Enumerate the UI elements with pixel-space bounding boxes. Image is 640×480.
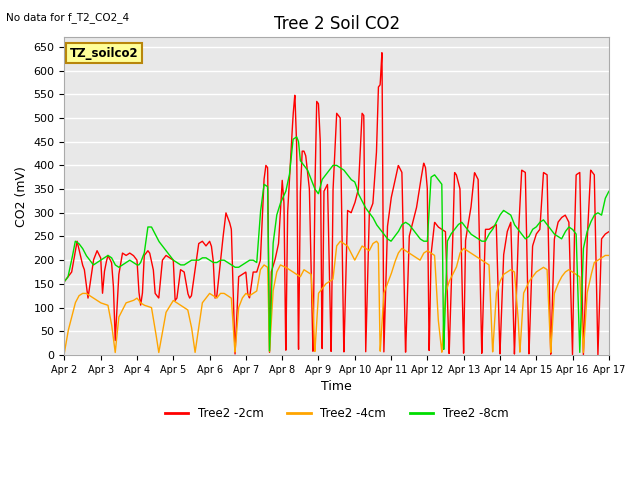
Tree2 -4cm — [61, 350, 68, 356]
Line: Tree2 -4cm: Tree2 -4cm — [65, 241, 609, 353]
Tree2 -2cm — [177, 267, 185, 273]
Tree2 -2cm — [605, 229, 612, 235]
Line: Tree2 -2cm: Tree2 -2cm — [65, 53, 609, 355]
Legend: Tree2 -2cm, Tree2 -4cm, Tree2 -8cm: Tree2 -2cm, Tree2 -4cm, Tree2 -8cm — [160, 402, 513, 425]
Tree2 -2cm — [378, 50, 386, 56]
Tree2 -4cm — [554, 283, 561, 289]
Line: Tree2 -8cm: Tree2 -8cm — [65, 137, 609, 352]
Tree2 -4cm — [390, 263, 397, 269]
Tree2 -8cm — [61, 278, 68, 284]
Tree2 -8cm — [390, 235, 397, 240]
Tree2 -4cm — [177, 303, 185, 309]
Tree2 -2cm — [390, 183, 397, 189]
Tree2 -8cm — [605, 189, 612, 194]
Tree2 -8cm — [554, 233, 561, 239]
Tree2 -4cm — [212, 295, 220, 300]
Tree2 -8cm — [177, 262, 185, 268]
Tree2 -4cm — [372, 239, 380, 244]
Tree2 -8cm — [212, 260, 220, 265]
Tree2 -4cm — [605, 252, 612, 258]
Tree2 -2cm — [212, 293, 220, 299]
Tree2 -4cm — [605, 252, 612, 258]
X-axis label: Time: Time — [321, 380, 352, 393]
Tree2 -8cm — [576, 349, 584, 355]
Tree2 -2cm — [554, 223, 561, 228]
Y-axis label: CO2 (mV): CO2 (mV) — [15, 166, 28, 227]
Title: Tree 2 Soil CO2: Tree 2 Soil CO2 — [273, 15, 399, 33]
Tree2 -2cm — [399, 235, 407, 241]
Text: TZ_soilco2: TZ_soilco2 — [70, 47, 138, 60]
Tree2 -8cm — [292, 134, 300, 140]
Text: No data for f_T2_CO2_4: No data for f_T2_CO2_4 — [6, 12, 129, 23]
Tree2 -8cm — [605, 189, 612, 194]
Tree2 -2cm — [605, 229, 612, 235]
Tree2 -2cm — [61, 278, 68, 284]
Tree2 -4cm — [399, 246, 407, 252]
Tree2 -8cm — [399, 221, 407, 227]
Tree2 -2cm — [594, 352, 602, 358]
